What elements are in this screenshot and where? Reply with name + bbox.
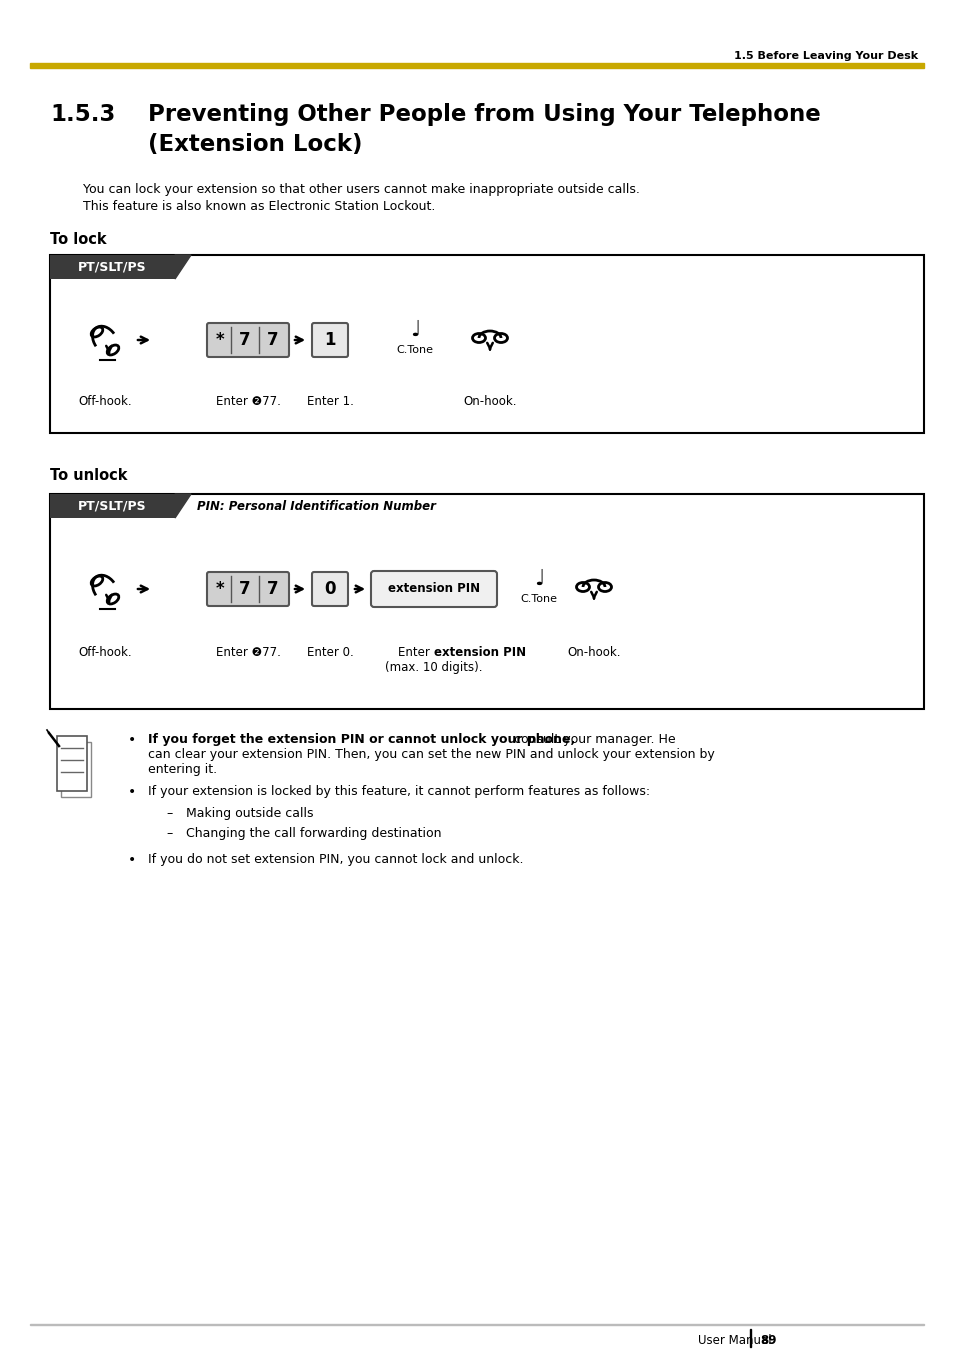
FancyBboxPatch shape [371,571,497,607]
Text: On-hook.: On-hook. [463,394,517,408]
Text: PIN: Personal Identification Number: PIN: Personal Identification Number [196,500,436,512]
Text: ♩: ♩ [410,320,420,340]
Bar [61,742,91,797]
Bar [50,494,174,517]
Text: Enter 0.: Enter 0. [306,646,353,659]
Text: •: • [128,734,136,747]
Text: 0: 0 [324,580,335,598]
FancyBboxPatch shape [312,571,348,607]
Text: Preventing Other People from Using Your Telephone: Preventing Other People from Using Your … [148,103,820,126]
Text: 1.5.3: 1.5.3 [50,103,115,126]
Bar [50,255,174,280]
Text: C.Tone: C.Tone [396,345,433,355]
Text: Enter: Enter [398,646,434,659]
Text: This feature is also known as Electronic Station Lockout.: This feature is also known as Electronic… [83,200,435,213]
Text: extension PIN: extension PIN [388,582,479,596]
Bar [50,255,923,434]
Text: *: * [215,580,224,598]
Text: You can lock your extension so that other users cannot make inappropriate outsid: You can lock your extension so that othe… [83,182,639,196]
Text: Enter ❷77.: Enter ❷77. [215,394,280,408]
Text: ♩: ♩ [533,569,543,589]
Text: (Extension Lock): (Extension Lock) [148,132,362,155]
Bar [749,1329,751,1347]
Text: –: – [166,807,172,820]
Text: •: • [128,785,136,798]
Text: can clear your extension PIN. Then, you can set the new PIN and unlock your exte: can clear your extension PIN. Then, you … [148,748,714,761]
Text: PT/SLT/PS: PT/SLT/PS [78,261,147,273]
Text: To unlock: To unlock [50,467,128,484]
Polygon shape [174,494,191,517]
Text: User Manual: User Manual [698,1333,771,1347]
Bar [57,736,87,790]
Text: If you do not set extension PIN, you cannot lock and unlock.: If you do not set extension PIN, you can… [148,852,523,866]
Text: extension PIN: extension PIN [434,646,525,659]
Text: 7: 7 [239,580,251,598]
Text: –: – [166,827,172,840]
Text: 7: 7 [267,580,278,598]
Polygon shape [174,255,191,280]
Text: On-hook.: On-hook. [567,646,620,659]
Bar [30,63,923,68]
Text: *: * [215,331,224,349]
Text: Changing the call forwarding destination: Changing the call forwarding destination [186,827,441,840]
Text: PT/SLT/PS: PT/SLT/PS [78,500,147,512]
Text: 7: 7 [267,331,278,349]
FancyBboxPatch shape [207,323,289,357]
Text: Off-hook.: Off-hook. [78,646,132,659]
Text: Making outside calls: Making outside calls [186,807,314,820]
Text: entering it.: entering it. [148,763,217,775]
Bar [50,494,923,709]
Text: 1: 1 [324,331,335,349]
Text: (max. 10 digits).: (max. 10 digits). [385,661,482,674]
Text: consult your manager. He: consult your manager. He [510,734,675,746]
Text: 7: 7 [239,331,251,349]
Text: Enter ❷77.: Enter ❷77. [215,646,280,659]
Text: To lock: To lock [50,232,107,247]
FancyBboxPatch shape [312,323,348,357]
Text: 1.5 Before Leaving Your Desk: 1.5 Before Leaving Your Desk [733,51,917,61]
Text: If your extension is locked by this feature, it cannot perform features as follo: If your extension is locked by this feat… [148,785,649,798]
Text: If you forget the extension PIN or cannot unlock your phone,: If you forget the extension PIN or canno… [148,734,575,746]
Text: C.Tone: C.Tone [520,594,557,604]
FancyBboxPatch shape [207,571,289,607]
Text: Enter 1.: Enter 1. [306,394,353,408]
Text: •: • [128,852,136,867]
Text: 89: 89 [760,1333,776,1347]
Text: Off-hook.: Off-hook. [78,394,132,408]
